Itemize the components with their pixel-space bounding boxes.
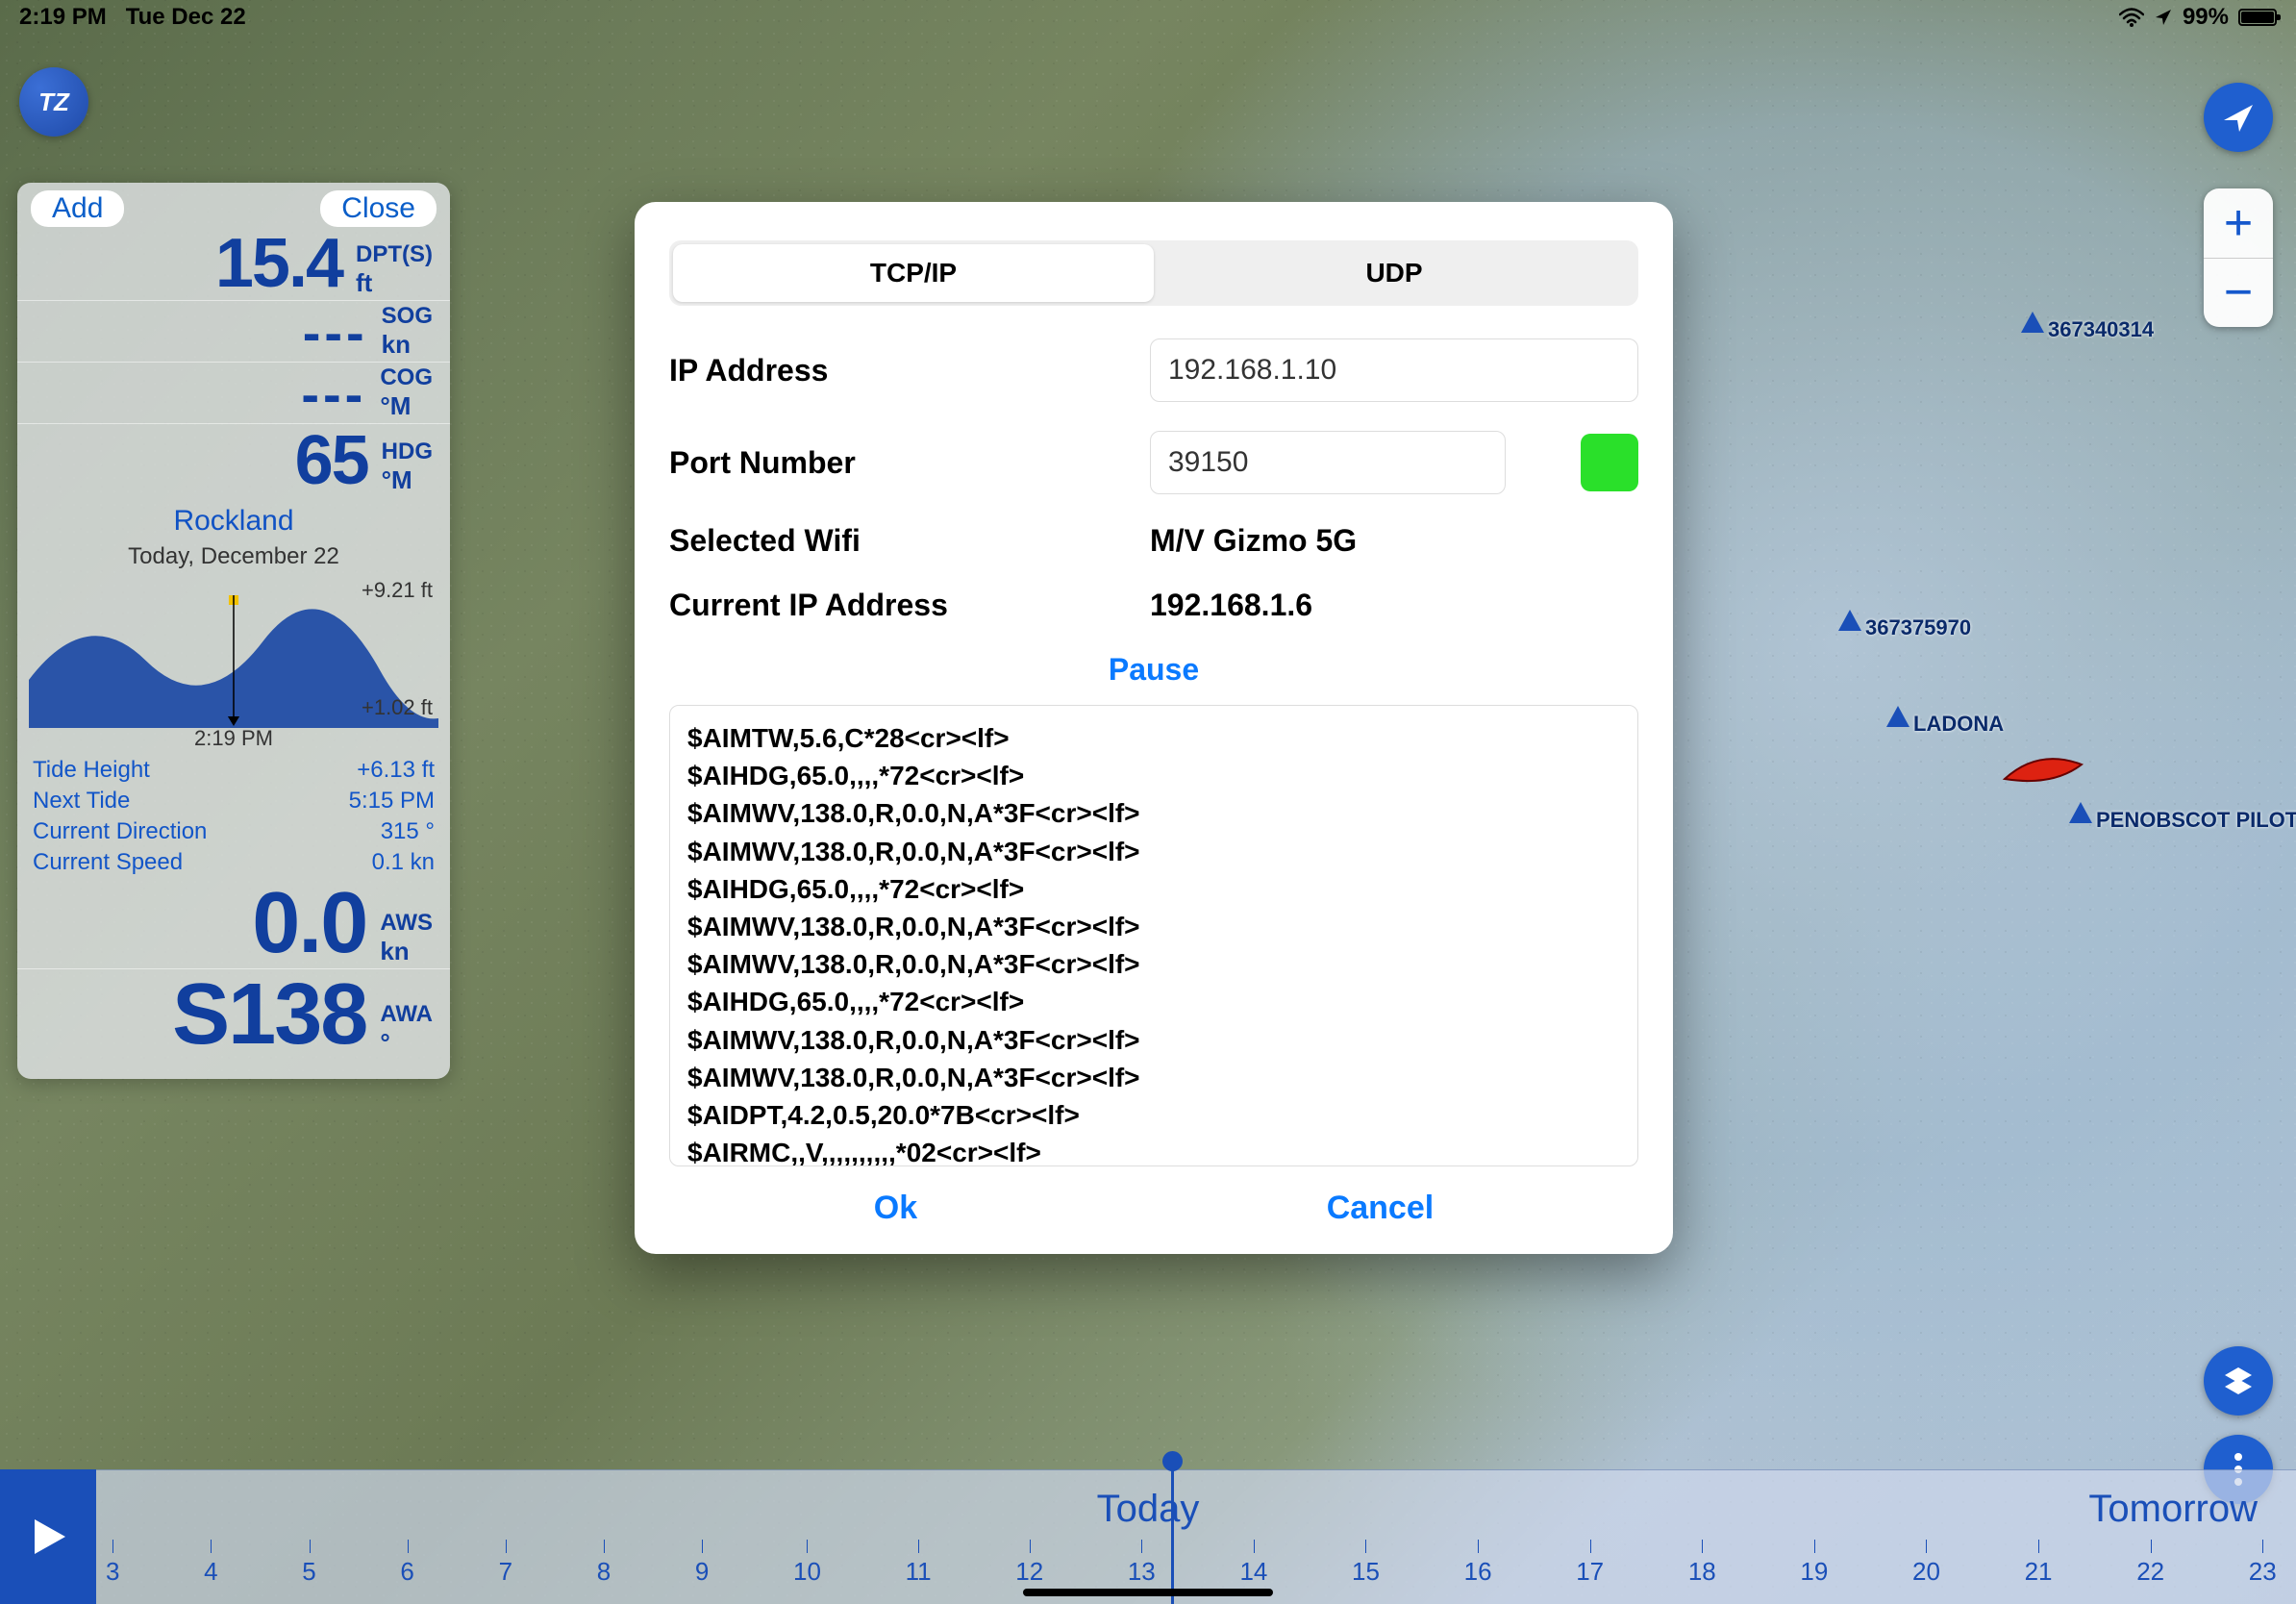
- close-button[interactable]: Close: [320, 190, 437, 227]
- tide-info-row: Next Tide5:15 PM: [33, 786, 435, 816]
- tide-high: +9.21 ft: [362, 578, 433, 603]
- timeline-tick: 4: [204, 1557, 217, 1587]
- connection-status-indicator: [1581, 434, 1638, 491]
- port-input[interactable]: 39150: [1150, 431, 1506, 494]
- timeline-tomorrow-label: Tomorrow: [2088, 1488, 2258, 1531]
- location-name: Rockland: [17, 497, 450, 539]
- timeline-ticks: 3 4 5 6 7 8 9 10 11 12 13 14 15 16 17 18 19 20 21 22 23: [106, 1557, 2277, 1587]
- navdata-value: 0.0: [252, 880, 366, 966]
- location-icon: [2154, 8, 2173, 27]
- navdata-sidebar: Add Close 15.4DPT(S)ft---SOGkn---COG°M65…: [17, 183, 450, 1079]
- timeline-today-label: Today: [1097, 1488, 1200, 1531]
- timeline-tick: 3: [106, 1557, 119, 1587]
- play-button[interactable]: [0, 1469, 96, 1604]
- timeline-tick: 14: [1239, 1557, 1267, 1587]
- protocol-tabs: TCP/IP UDP: [669, 240, 1638, 306]
- timeline-tick: 21: [2025, 1557, 2053, 1587]
- navdata-unit: HDG°M: [382, 439, 433, 495]
- tide-info-row: Current Direction315 °: [33, 816, 435, 847]
- navdata-unit: DPT(S)ft: [356, 241, 433, 298]
- navdata-row: S138 AWA°: [17, 969, 450, 1060]
- battery-pct: 99%: [2183, 4, 2229, 31]
- own-boat-icon: [2000, 740, 2086, 789]
- ais-target-label[interactable]: 367340314: [2048, 317, 2154, 342]
- tide-info-row: Tide Height+6.13 ft: [33, 755, 435, 786]
- navdata-value: 65: [295, 426, 368, 495]
- timeline-tick: 6: [400, 1557, 413, 1587]
- timeline-tick: 23: [2249, 1557, 2277, 1587]
- ais-target-label[interactable]: 367375970: [1865, 615, 1971, 640]
- navdata-unit: COG°M: [380, 364, 433, 421]
- navdata-row: 0.0 AWSkn: [17, 878, 450, 969]
- timeline-tick: 7: [499, 1557, 512, 1587]
- current-ip-value: 192.168.1.6: [1150, 588, 1312, 623]
- navdata-unit: SOGkn: [382, 303, 433, 360]
- zoom-control: + −: [2204, 188, 2273, 327]
- wifi-label: Selected Wifi: [669, 523, 1150, 559]
- tcp-settings-modal: TCP/IP UDP IP Address 192.168.1.10 Port …: [635, 202, 1673, 1254]
- timeline-tick: 17: [1576, 1557, 1604, 1587]
- status-date: Tue Dec 22: [126, 4, 246, 30]
- navdata-value: S138: [172, 971, 366, 1058]
- timeline-tick: 20: [1912, 1557, 1940, 1587]
- zoom-in-button[interactable]: +: [2204, 188, 2273, 259]
- timeline-tick: 9: [695, 1557, 709, 1587]
- timeline-tick: 11: [906, 1557, 932, 1587]
- timeline-tick: 12: [1015, 1557, 1043, 1587]
- timeline-tick: 22: [2136, 1557, 2164, 1587]
- navdata-row: --- SOGkn: [17, 301, 450, 363]
- timeline[interactable]: Today Tomorrow 3 4 5 6 7 8 9 10 11 12 13 14 15 16 17 18…: [0, 1469, 2296, 1604]
- add-button[interactable]: Add: [31, 190, 124, 227]
- tide-marker-time: 2:19 PM: [194, 726, 273, 751]
- status-bar: 2:19 PM Tue Dec 22 99%: [0, 0, 2296, 35]
- status-time: 2:19 PM: [19, 4, 107, 30]
- zoom-out-button[interactable]: −: [2204, 259, 2273, 328]
- navdata-value: ---: [301, 367, 366, 421]
- navdata-row: --- COG°M: [17, 363, 450, 424]
- navdata-row: 15.4DPT(S)ft: [17, 227, 450, 301]
- app-logo[interactable]: TZ: [19, 67, 88, 137]
- current-ip-label: Current IP Address: [669, 588, 1150, 623]
- ip-label: IP Address: [669, 353, 1150, 388]
- cancel-button[interactable]: Cancel: [1327, 1190, 1435, 1227]
- timeline-tick: 8: [597, 1557, 611, 1587]
- ais-target-label[interactable]: LADONA: [1913, 712, 2004, 737]
- battery-icon: [2238, 9, 2277, 26]
- wifi-value: M/V Gizmo 5G: [1150, 523, 1357, 559]
- home-indicator: [1023, 1589, 1273, 1596]
- tide-graph: +9.21 ft +1.02 ft 2:19 PM: [29, 574, 438, 747]
- timeline-tick: 18: [1688, 1557, 1716, 1587]
- wifi-icon: [2119, 8, 2144, 27]
- timeline-tick: 16: [1464, 1557, 1492, 1587]
- navdata-row: 65 HDG°M: [17, 424, 450, 497]
- status-right: 99%: [2119, 4, 2277, 31]
- timeline-tick: 15: [1352, 1557, 1380, 1587]
- timeline-tick: 19: [1800, 1557, 1828, 1587]
- navdata-unit: AWSkn: [380, 910, 433, 966]
- tide-low: +1.02 ft: [362, 695, 433, 720]
- nmea-log[interactable]: $AIMTW,5.6,C*28<cr><lf> $AIHDG,65.0,,,,*…: [669, 705, 1638, 1166]
- navdata-value: ---: [303, 306, 368, 360]
- navdata-value: 15.4: [215, 229, 342, 298]
- ok-button[interactable]: Ok: [874, 1190, 917, 1227]
- ip-input[interactable]: 192.168.1.10: [1150, 338, 1638, 402]
- pause-button[interactable]: Pause: [669, 652, 1638, 688]
- ais-target-label[interactable]: PENOBSCOT PILOT: [2096, 808, 2296, 833]
- status-left: 2:19 PM Tue Dec 22: [19, 4, 246, 31]
- timeline-tick: 5: [302, 1557, 315, 1587]
- tide-info: Tide Height+6.13 ftNext Tide5:15 PMCurre…: [17, 747, 450, 878]
- tab-tcpip[interactable]: TCP/IP: [673, 244, 1154, 302]
- timeline-tick: 13: [1128, 1557, 1156, 1587]
- navdata-unit: AWA°: [380, 1001, 433, 1058]
- port-label: Port Number: [669, 445, 1150, 481]
- tab-udp[interactable]: UDP: [1154, 244, 1635, 302]
- center-boat-button[interactable]: [2204, 83, 2273, 152]
- tide-info-row: Current Speed0.1 kn: [33, 847, 435, 878]
- timeline-tick: 10: [793, 1557, 821, 1587]
- tide-title: Today, December 22: [17, 539, 450, 574]
- layers-button[interactable]: [2204, 1346, 2273, 1416]
